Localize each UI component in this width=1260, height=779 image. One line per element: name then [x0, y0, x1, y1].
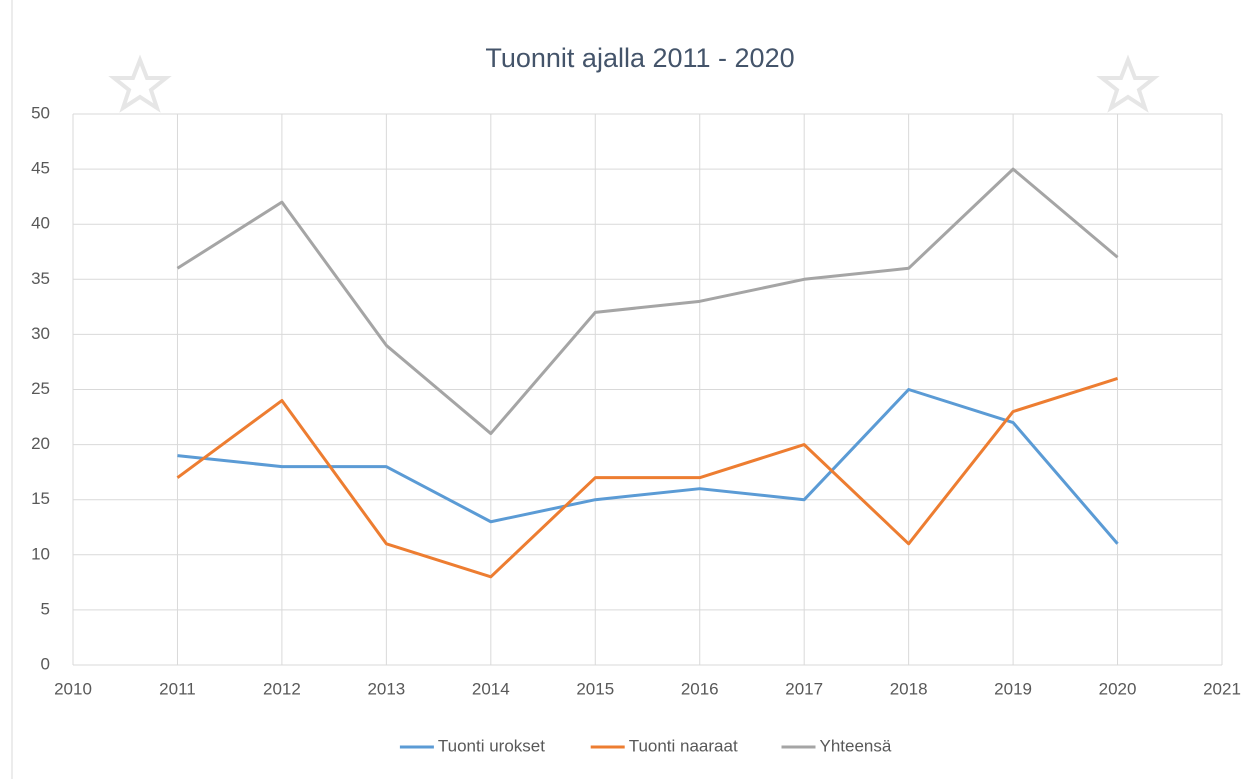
x-tick-label: 2021 — [1203, 679, 1241, 698]
x-tick-label: 2016 — [681, 679, 719, 698]
y-tick-label: 45 — [31, 159, 50, 178]
legend-label: Yhteensä — [820, 736, 892, 755]
star-decoration — [1096, 54, 1160, 113]
legend-label: Tuonti naaraat — [629, 736, 738, 755]
x-tick-label: 2010 — [54, 679, 92, 698]
y-tick-label: 50 — [31, 103, 50, 122]
y-tick-label: 5 — [41, 599, 50, 618]
x-tick-label: 2013 — [367, 679, 405, 698]
y-tick-label: 10 — [31, 544, 50, 563]
x-tick-label: 2020 — [1099, 679, 1137, 698]
series-line — [176, 167, 1119, 436]
chart-title: Tuonnit ajalla 2011 - 2020 — [485, 43, 794, 73]
x-tick-label: 2011 — [159, 679, 196, 698]
series-line — [176, 377, 1119, 579]
x-tick-label: 2019 — [994, 679, 1032, 698]
legend-label: Tuonti urokset — [438, 736, 545, 755]
x-tick-label: 2017 — [785, 679, 823, 698]
star-decoration — [108, 54, 172, 113]
y-tick-label: 0 — [41, 654, 50, 673]
y-tick-label: 40 — [31, 214, 50, 233]
y-tick-label: 20 — [31, 434, 50, 453]
x-tick-label: 2014 — [472, 679, 510, 698]
x-tick-label: 2012 — [263, 679, 301, 698]
x-tick-label: 2015 — [576, 679, 614, 698]
y-tick-label: 30 — [31, 324, 50, 343]
x-tick-label: 2018 — [890, 679, 928, 698]
y-tick-label: 15 — [31, 489, 50, 508]
series-line — [177, 388, 1119, 545]
y-tick-label: 35 — [31, 269, 50, 288]
watermark — [108, 54, 1160, 113]
y-tick-label: 25 — [31, 379, 50, 398]
